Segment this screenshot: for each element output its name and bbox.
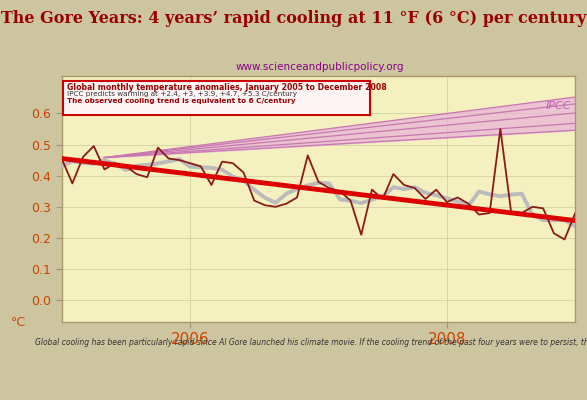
Text: °C: °C <box>11 316 26 328</box>
Text: The Gore Years: 4 years’ rapid cooling at 11 °F (6 °C) per century: The Gore Years: 4 years’ rapid cooling a… <box>1 10 586 27</box>
Text: The observed cooling trend is equivalent to 6 C/century: The observed cooling trend is equivalent… <box>67 98 295 104</box>
Text: www.scienceandpublicpolicy.org: www.scienceandpublicpolicy.org <box>235 62 404 72</box>
Text: Global monthly temperature anomalies, January 2005 to December 2008: Global monthly temperature anomalies, Ja… <box>67 83 386 92</box>
Text: IPCC predicts warming at +2.4, +3, +3.9, +4.7, +5.3 C/century: IPCC predicts warming at +2.4, +3, +3.9,… <box>67 91 297 97</box>
Text: Global cooling has been particularly rapid since Al Gore launched his climate mo: Global cooling has been particularly rap… <box>35 338 587 347</box>
Text: IPCC: IPCC <box>546 102 571 112</box>
